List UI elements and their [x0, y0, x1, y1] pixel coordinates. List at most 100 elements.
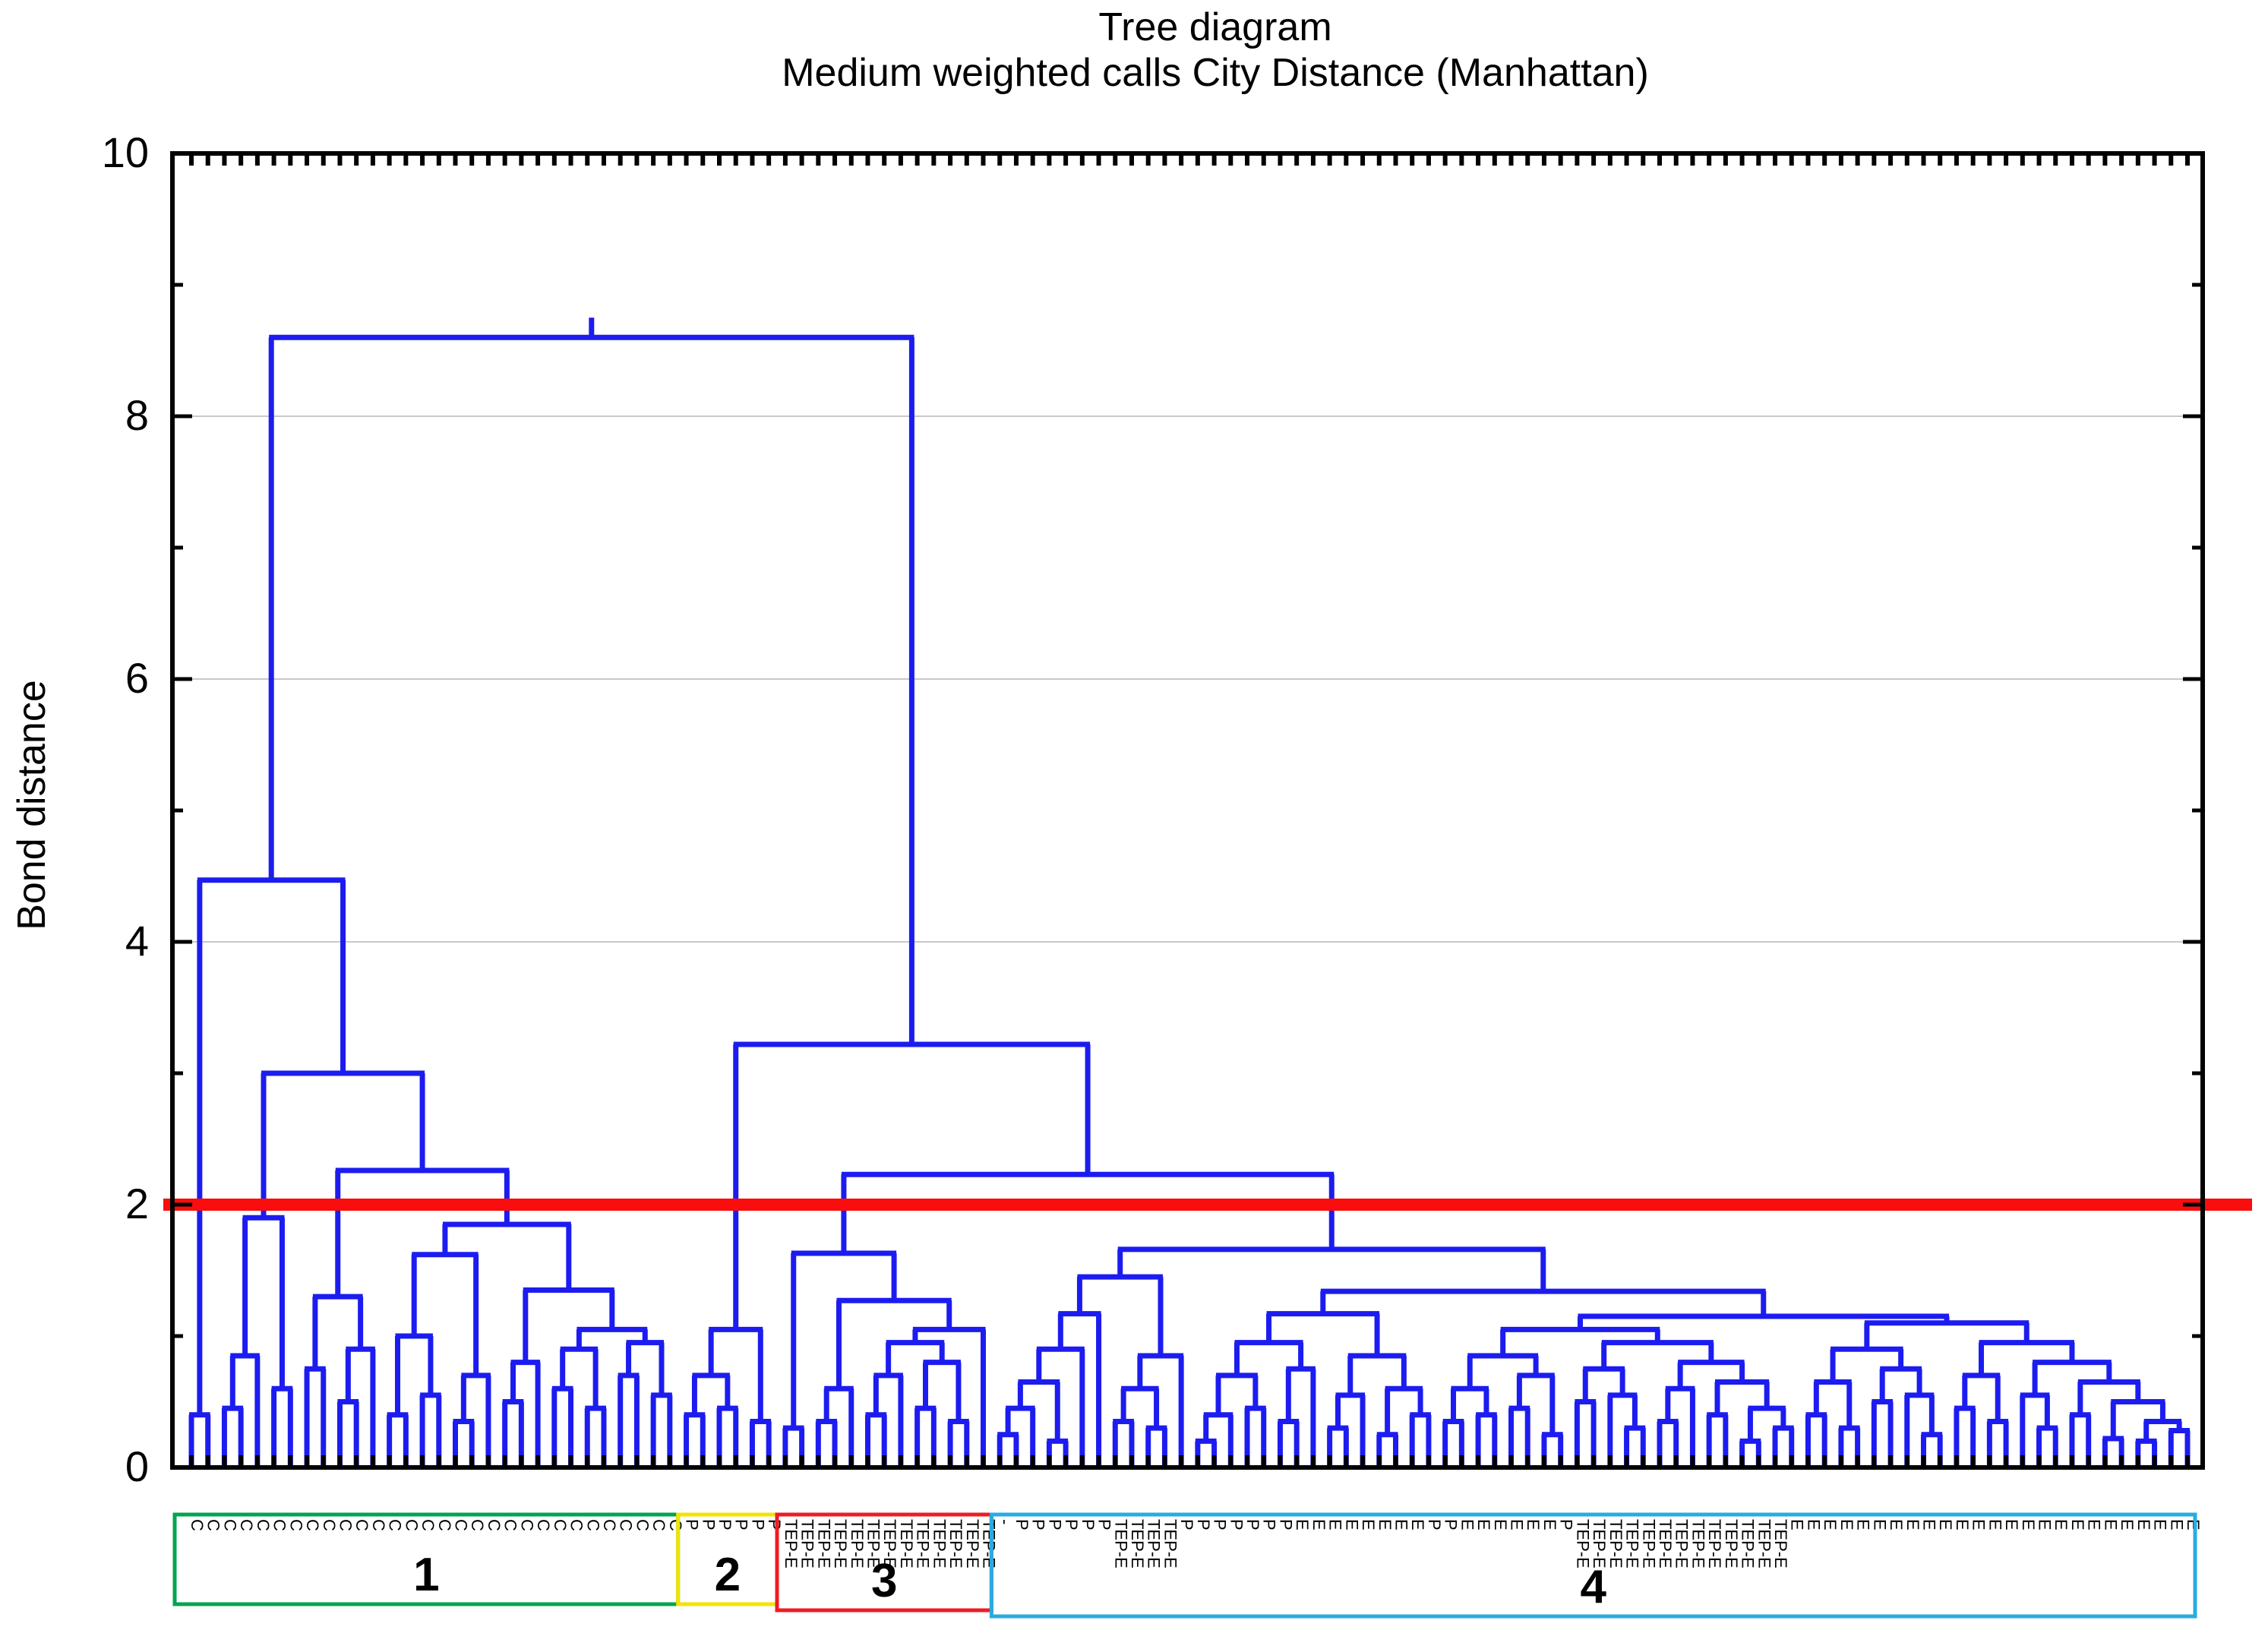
dendrogram-merge	[560, 1346, 599, 1409]
leaf-label: TEP-E	[1639, 1519, 1658, 1568]
leaf-label: P	[1062, 1519, 1081, 1530]
dendrogram-merge	[733, 1041, 1091, 1330]
leaf-label: C	[551, 1519, 570, 1531]
leaf-label: C	[286, 1519, 305, 1531]
dendrogram-merge	[841, 1171, 1335, 1254]
leaf-label: E	[1969, 1519, 1988, 1530]
leaf-label: P	[732, 1519, 751, 1530]
dendrogram-merge	[312, 1294, 364, 1369]
leaf-label: C	[386, 1519, 405, 1531]
dendrogram-merge	[2032, 1360, 2112, 1395]
dendrogram-merge	[1320, 1288, 1767, 1317]
leaf-label: TEP-E	[897, 1519, 916, 1568]
leaf-label: TEP-E	[1606, 1519, 1625, 1568]
dendrogram-merge	[1017, 1379, 1060, 1442]
leaf-label: TEP-E	[1656, 1519, 1675, 1568]
leaf-label: C	[534, 1519, 553, 1531]
dendrogram-merge	[873, 1373, 904, 1467]
leaf-label: E	[2167, 1519, 2186, 1530]
leaf-label: C	[649, 1519, 668, 1531]
leaf-label: -	[996, 1519, 1015, 1524]
dendrogram-merge	[1813, 1379, 1853, 1429]
leaf-label: TEP-E	[1145, 1519, 1164, 1568]
leaf-label: E	[1919, 1519, 1938, 1530]
leaf-label: TEP-E	[946, 1519, 965, 1568]
leaf-label: C	[468, 1519, 487, 1531]
leaf-label: P	[1557, 1519, 1576, 1530]
leaf-label: P	[1194, 1519, 1213, 1530]
leaf-label: E	[1540, 1519, 1559, 1530]
leaf-label: E	[2002, 1519, 2021, 1530]
leaf-label: TEP-E	[980, 1519, 999, 1568]
leaf-label: TEP-E	[1590, 1519, 1609, 1568]
leaf-label: C	[419, 1519, 437, 1531]
leaf-label: P	[1243, 1519, 1262, 1530]
leaf-label: TEP-E	[1673, 1519, 1692, 1568]
leaf-label: TEP-E	[1722, 1519, 1741, 1568]
leaf-label: C	[600, 1519, 619, 1531]
y-axis-ticks: 0 2 4 6 8 10	[102, 128, 2203, 1490]
leaf-label: E	[2068, 1519, 2087, 1530]
leaf-label: P	[1227, 1519, 1246, 1530]
leaf-label: C	[501, 1519, 520, 1531]
leaf-label: P	[1442, 1519, 1461, 1530]
leaf-label: TEP-E	[814, 1519, 833, 1568]
dendrogram-merge	[618, 1373, 640, 1467]
cutoff-line	[163, 1199, 2252, 1211]
leaf-label: P	[715, 1519, 734, 1530]
leaf-label: E	[1854, 1519, 1873, 1530]
leaf-label: TEP-E	[1573, 1519, 1592, 1568]
leaf-label: P	[1276, 1519, 1295, 1530]
dendrogram-merge	[1979, 1340, 2075, 1376]
dendrogram-merge	[1516, 1373, 1556, 1435]
leaf-label: C	[352, 1519, 371, 1531]
leaf-label: TEP-E	[848, 1519, 867, 1568]
leaf-label: C	[485, 1519, 504, 1531]
leaf-label: TEP-E	[1688, 1519, 1707, 1568]
dendrogram-merge	[2077, 1379, 2141, 1415]
leaf-label: TEP-E	[880, 1519, 899, 1568]
leaf-label: TEP-E	[1705, 1519, 1724, 1568]
dendrogram-merge	[791, 1250, 897, 1429]
leaf-label: TEP-E	[1161, 1519, 1180, 1568]
leaf-label: TEP-E	[798, 1519, 817, 1568]
leaf-label: E	[1903, 1519, 1922, 1530]
leaf-label: C	[567, 1519, 586, 1531]
leaf-label: C	[435, 1519, 454, 1531]
leaf-label: E	[1985, 1519, 2004, 1530]
leaf-label: TEP-E	[1755, 1519, 1774, 1568]
cluster-number-2: 2	[715, 1549, 741, 1601]
dendrogram-merge	[922, 1360, 962, 1422]
dendrogram-merge	[304, 1366, 327, 1467]
leaf-label: E	[2036, 1519, 2055, 1530]
leaf-label: E	[1376, 1519, 1395, 1530]
leaf-label: TEP-E	[1128, 1519, 1147, 1568]
dendrogram-merge	[1467, 1353, 1539, 1389]
dendrogram-merge	[1747, 1405, 1786, 1442]
leaf-label: C	[336, 1519, 355, 1531]
leaf-label: P	[699, 1519, 718, 1530]
y-tick-label: 10	[102, 128, 149, 176]
leaf-label: E	[2151, 1519, 2170, 1530]
leaf-label: TEP-E	[963, 1519, 982, 1568]
cluster-number-4: 4	[1580, 1561, 1606, 1613]
leaf-label: C	[188, 1519, 207, 1531]
leaf-label: C	[666, 1519, 685, 1531]
dendrogram-merge	[197, 877, 346, 1415]
leaf-label: P	[683, 1519, 702, 1530]
leaf-label: E	[1804, 1519, 1823, 1530]
dendrogram-merge	[1285, 1366, 1316, 1467]
dendrogram-merge	[394, 1333, 434, 1415]
dendrogram-merge	[1266, 1311, 1380, 1356]
leaf-label: E	[1788, 1519, 1807, 1530]
leaf-label: C	[220, 1519, 239, 1531]
leaf-label: E	[2019, 1519, 2038, 1530]
leaf-label: E	[2184, 1519, 2203, 1530]
y-tick-label: 6	[125, 654, 149, 702]
leaf-label: C	[402, 1519, 421, 1531]
leaf-label: E	[1359, 1519, 1378, 1530]
leaf-label: P	[765, 1519, 784, 1530]
dendrogram-merge	[1830, 1346, 1904, 1382]
leaf-label: P	[1211, 1519, 1230, 1530]
